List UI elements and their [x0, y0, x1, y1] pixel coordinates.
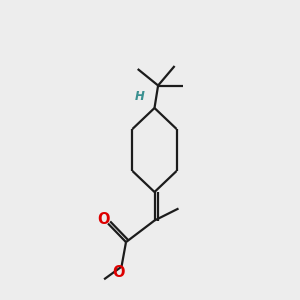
Text: H: H	[135, 90, 145, 103]
Text: O: O	[112, 265, 125, 280]
Text: O: O	[97, 212, 110, 227]
